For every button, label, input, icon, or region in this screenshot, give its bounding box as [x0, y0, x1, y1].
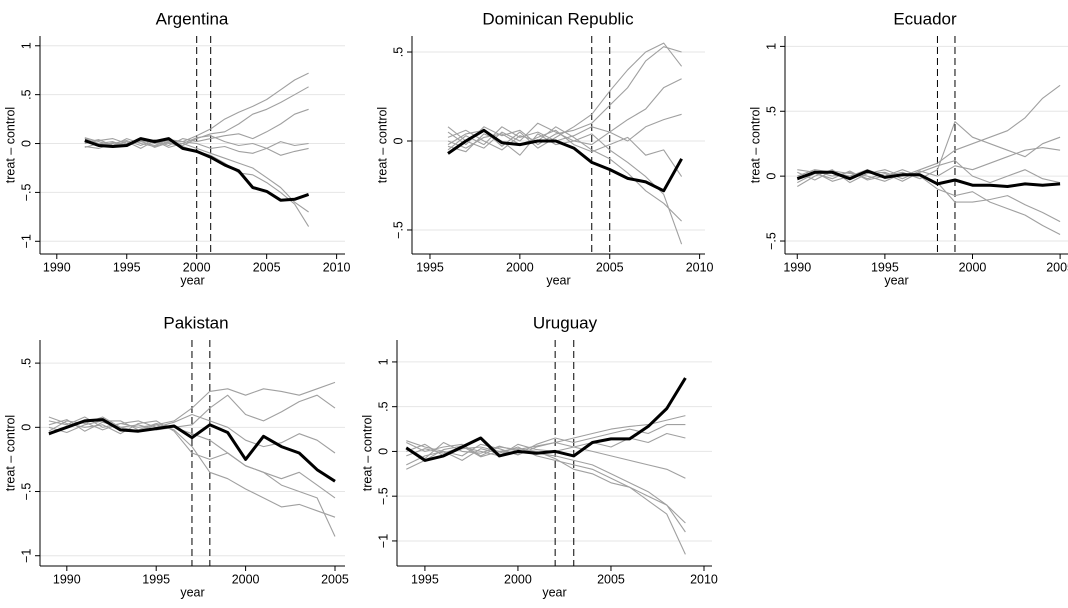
y-axis-label: treat – control	[3, 107, 17, 183]
series-line	[48, 418, 336, 483]
x-tick-label: 1995	[142, 572, 170, 586]
x-tick-label: 2005	[1046, 260, 1068, 274]
y-tick-label: 0	[764, 173, 778, 180]
panel: Argentina −1 −.5 0 .5 1 1990 1995 2000 2005 2010 ye…	[3, 9, 350, 287]
series-line	[84, 137, 309, 213]
panel: Dominican Republic −.5 0 .5 1995 2000 2005 2010…	[375, 9, 713, 287]
y-tick-label: 0	[391, 137, 405, 144]
x-axis-label: year	[546, 273, 570, 287]
x-axis-label: year	[180, 585, 204, 599]
y-tick-label: −1	[19, 549, 33, 563]
y-tick-label: .5	[19, 358, 33, 368]
series-line	[447, 128, 683, 193]
y-tick-label: .5	[376, 401, 390, 411]
y-tick-label: 1	[19, 42, 33, 49]
series-line	[84, 108, 309, 149]
series-line	[447, 129, 683, 177]
series-line	[406, 432, 686, 457]
series-line	[48, 413, 336, 454]
x-tick-label: 2005	[596, 260, 624, 274]
x-tick-label: 1990	[783, 260, 811, 274]
series-line	[447, 78, 682, 151]
x-axis-label: year	[542, 585, 566, 599]
series-line	[48, 419, 336, 518]
panel: Pakistan −1 −.5 0 .5 1990 1995 2000 2005 year trea…	[3, 313, 349, 599]
x-tick-label: 1990	[53, 572, 81, 586]
y-axis-label: treat – control	[748, 107, 762, 183]
y-tick-label: 1	[376, 358, 390, 365]
x-tick-label: 2010	[690, 572, 718, 586]
panel: Ecuador −.5 0 .5 1 1990 1995 2000 2005 year treat …	[748, 9, 1068, 287]
y-tick-label: 0	[19, 140, 33, 147]
y-tick-label: .5	[764, 106, 778, 116]
series-line	[406, 415, 686, 457]
y-tick-label: −.5	[376, 487, 390, 505]
y-tick-label: 1	[764, 43, 778, 50]
x-axis-label: year	[180, 273, 204, 287]
x-tick-label: 2000	[183, 260, 211, 274]
x-tick-label: 2010	[323, 260, 351, 274]
x-tick-label: 2005	[321, 572, 349, 586]
panel: Uruguay −1 −.5 0 .5 1 1995 2000 2005 2010 year trea…	[360, 313, 718, 599]
series-line	[797, 84, 1061, 177]
y-tick-label: 0	[376, 448, 390, 455]
y-tick-label: .5	[391, 47, 405, 57]
x-tick-label: 2000	[232, 572, 260, 586]
panel-title: Argentina	[156, 9, 229, 28]
x-tick-label: 1990	[43, 260, 71, 274]
panel-title: Dominican Republic	[482, 9, 634, 28]
series-line	[405, 377, 687, 462]
series-line	[84, 138, 309, 156]
y-tick-label: .5	[19, 89, 33, 99]
series-line	[447, 122, 683, 245]
series-line	[406, 445, 686, 533]
x-tick-label: 2005	[253, 260, 281, 274]
series-line	[797, 170, 1061, 235]
panel-title: Uruguay	[533, 313, 598, 332]
y-tick-label: −.5	[19, 184, 33, 202]
x-tick-label: 1995	[871, 260, 899, 274]
y-axis-label: treat – control	[3, 415, 17, 491]
x-tick-label: 2000	[959, 260, 987, 274]
series-line	[84, 135, 309, 149]
panel-title: Pakistan	[163, 313, 228, 332]
y-tick-label: −.5	[391, 221, 405, 239]
y-tick-label: −1	[19, 234, 33, 248]
series-line	[48, 381, 336, 428]
x-tick-label: 1995	[113, 260, 141, 274]
y-tick-label: −1	[376, 534, 390, 548]
y-tick-label: −.5	[19, 483, 33, 501]
x-tick-label: 2000	[504, 572, 532, 586]
x-tick-label: 1995	[411, 572, 439, 586]
series-line	[796, 169, 1061, 188]
x-axis-label: year	[884, 273, 908, 287]
x-tick-label: 2000	[506, 260, 534, 274]
x-tick-label: 2005	[597, 572, 625, 586]
series-line	[447, 113, 682, 156]
x-tick-label: 1995	[416, 260, 444, 274]
y-axis-label: treat – control	[360, 415, 374, 491]
series-line	[84, 137, 310, 202]
series-line	[406, 446, 686, 555]
panel-title: Ecuador	[893, 9, 957, 28]
series-line	[406, 443, 686, 479]
y-axis-label: treat – control	[375, 107, 389, 183]
y-tick-label: 0	[19, 424, 33, 431]
x-tick-label: 2010	[686, 260, 714, 274]
y-tick-label: −.5	[764, 232, 778, 250]
series-line	[48, 394, 336, 434]
